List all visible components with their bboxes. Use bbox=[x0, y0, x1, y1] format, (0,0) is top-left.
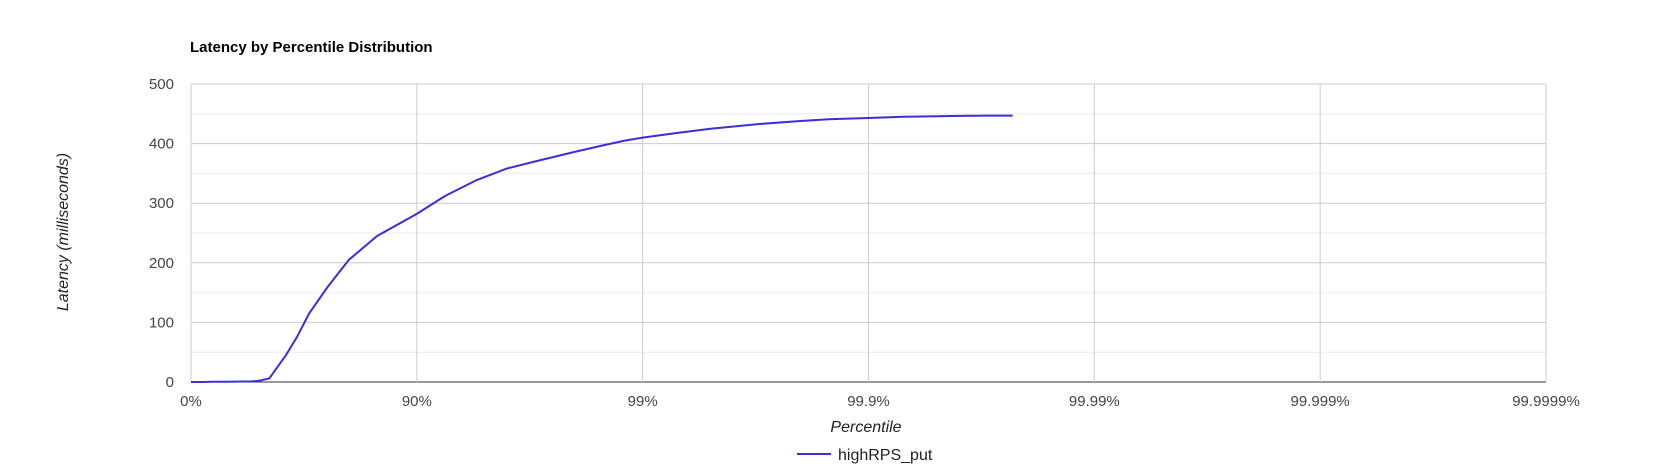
legend[interactable]: highRPS_put bbox=[797, 447, 933, 464]
series-layer bbox=[191, 114, 1013, 383]
x-tick-label: 99.9% bbox=[847, 393, 890, 410]
y-axis-ticks: 0 100 200 300 400 500 bbox=[149, 76, 174, 391]
x-tick-label: 99% bbox=[628, 393, 658, 410]
y-tick-label: 300 bbox=[149, 195, 174, 212]
chart-title: Latency by Percentile Distribution bbox=[190, 39, 433, 56]
x-tick-label: 99.99% bbox=[1069, 393, 1120, 410]
grid-lines bbox=[190, 83, 1547, 383]
x-tick-label: 0% bbox=[180, 393, 202, 410]
x-axis-title: Percentile bbox=[830, 419, 901, 436]
y-axis-title: Latency (milliseconds) bbox=[55, 153, 72, 311]
x-tick-label: 99.9999% bbox=[1512, 393, 1580, 410]
x-axis-ticks: 0% 90% 99% 99.9% 99.99% 99.999% 99.9999% bbox=[180, 393, 1580, 410]
y-tick-label: 0 bbox=[166, 374, 174, 391]
x-tick-label: 99.999% bbox=[1291, 393, 1350, 410]
y-tick-label: 100 bbox=[149, 314, 174, 331]
legend-label: highRPS_put bbox=[838, 447, 933, 464]
y-tick-label: 200 bbox=[149, 255, 174, 272]
series-line bbox=[191, 114, 1013, 383]
y-tick-label: 400 bbox=[149, 136, 174, 153]
x-tick-label: 90% bbox=[402, 393, 432, 410]
y-tick-label: 500 bbox=[149, 76, 174, 93]
